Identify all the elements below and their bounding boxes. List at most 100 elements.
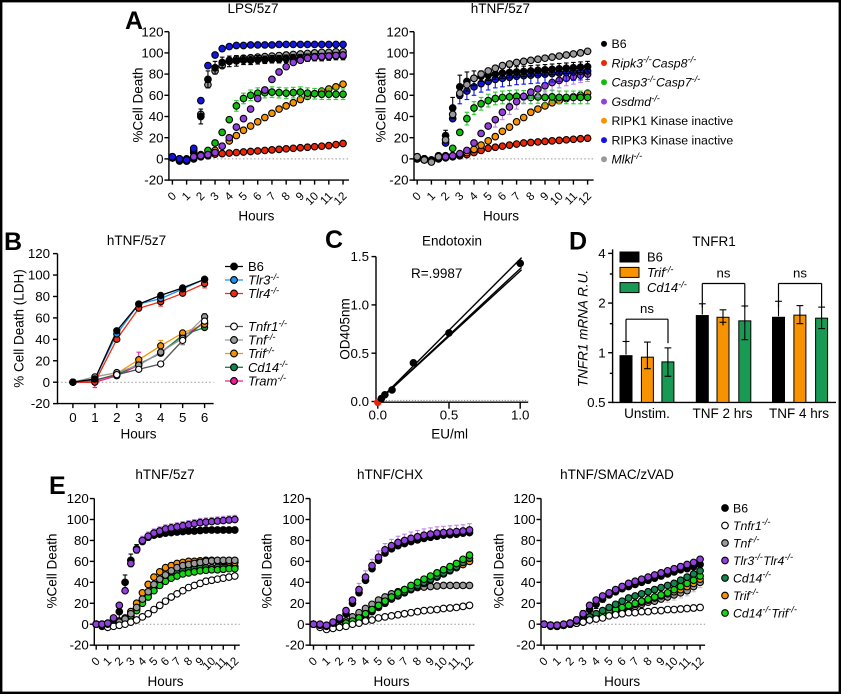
svg-text:40: 40 bbox=[149, 109, 164, 124]
svg-text:Cd14-/-: Cd14-/- bbox=[733, 570, 771, 586]
svg-text:hTNF/CHX: hTNF/CHX bbox=[357, 467, 423, 482]
svg-text:B: B bbox=[4, 228, 22, 256]
svg-text:60: 60 bbox=[290, 554, 305, 569]
svg-text:OD405nm: OD405nm bbox=[338, 298, 353, 360]
svg-text:100: 100 bbox=[513, 512, 535, 527]
svg-text:1.0: 1.0 bbox=[351, 298, 370, 313]
svg-text:80: 80 bbox=[394, 67, 409, 82]
svg-text:-20: -20 bbox=[389, 173, 408, 188]
svg-text:20: 20 bbox=[149, 130, 164, 145]
svg-text:0: 0 bbox=[297, 617, 304, 632]
svg-text:0.5: 0.5 bbox=[440, 408, 459, 423]
svg-text:LPS/5z7: LPS/5z7 bbox=[227, 1, 278, 16]
svg-text:60: 60 bbox=[149, 88, 164, 103]
svg-text:0.5: 0.5 bbox=[587, 395, 606, 410]
svg-text:%Cell Death: %Cell Death bbox=[492, 533, 507, 608]
svg-text:Cd14-/-: Cd14-/- bbox=[647, 280, 687, 296]
svg-text:0.0: 0.0 bbox=[369, 408, 388, 423]
svg-text:Ripk3-/- Casp8-/-: Ripk3-/- Casp8-/- bbox=[612, 55, 697, 71]
svg-text:RIPK3 Kinase inactive: RIPK3 Kinase inactive bbox=[612, 133, 734, 147]
svg-text:4: 4 bbox=[598, 246, 605, 261]
svg-text:120: 120 bbox=[67, 491, 89, 506]
svg-text:2: 2 bbox=[598, 296, 605, 311]
svg-text:20: 20 bbox=[74, 596, 89, 611]
svg-text:20: 20 bbox=[290, 596, 305, 611]
svg-text:1: 1 bbox=[598, 345, 605, 360]
svg-text:Hours: Hours bbox=[120, 427, 156, 442]
svg-text:Unstim.: Unstim. bbox=[624, 406, 670, 421]
svg-text:100: 100 bbox=[28, 268, 50, 283]
svg-text:0: 0 bbox=[69, 410, 76, 425]
svg-text:120: 120 bbox=[28, 246, 50, 261]
svg-text:-20: -20 bbox=[70, 638, 89, 653]
svg-text:%Cell Death: %Cell Death bbox=[131, 67, 146, 142]
svg-text:-20: -20 bbox=[516, 638, 535, 653]
svg-text:5: 5 bbox=[179, 410, 186, 425]
svg-text:3: 3 bbox=[135, 410, 142, 425]
svg-text:B6: B6 bbox=[647, 250, 663, 265]
svg-text:60: 60 bbox=[394, 88, 409, 103]
svg-text:TNF 4 hrs: TNF 4 hrs bbox=[769, 406, 829, 421]
svg-text:0: 0 bbox=[528, 617, 535, 632]
svg-text:E: E bbox=[49, 472, 66, 500]
svg-text:40: 40 bbox=[74, 575, 89, 590]
svg-text:80: 80 bbox=[521, 533, 536, 548]
svg-text:hTNF/5z7: hTNF/5z7 bbox=[107, 233, 166, 248]
svg-text:0.5: 0.5 bbox=[351, 346, 370, 361]
svg-text:Trif-/-: Trif-/- bbox=[647, 264, 673, 280]
svg-text:Tnfr1-/-: Tnfr1-/- bbox=[248, 318, 287, 334]
svg-text:Tram-/-: Tram-/- bbox=[248, 373, 286, 389]
svg-text:%Cell Death: %Cell Death bbox=[260, 533, 275, 608]
svg-text:100: 100 bbox=[67, 512, 89, 527]
svg-text:0: 0 bbox=[81, 617, 88, 632]
svg-text:B6: B6 bbox=[733, 501, 748, 515]
svg-text:Cd14-/- Trif-/-: Cd14-/- Trif-/- bbox=[733, 605, 797, 621]
svg-text:Hours: Hours bbox=[147, 674, 183, 689]
svg-text:0: 0 bbox=[43, 375, 50, 390]
svg-text:Hours: Hours bbox=[483, 209, 519, 224]
svg-text:0: 0 bbox=[156, 152, 163, 167]
svg-text:EU/ml: EU/ml bbox=[431, 426, 468, 441]
svg-text:Tlr4-/-: Tlr4-/- bbox=[248, 285, 279, 301]
svg-text:120: 120 bbox=[513, 491, 535, 506]
svg-text:120: 120 bbox=[141, 24, 163, 39]
svg-text:hTNF/5z7: hTNF/5z7 bbox=[471, 1, 530, 16]
svg-text:60: 60 bbox=[35, 311, 50, 326]
svg-text:1.5: 1.5 bbox=[351, 249, 370, 264]
svg-text:TNFR1 mRNA R.U.: TNFR1 mRNA R.U. bbox=[576, 270, 591, 387]
svg-text:1: 1 bbox=[91, 410, 98, 425]
svg-text:2: 2 bbox=[113, 410, 120, 425]
svg-text:Tlr3-/-: Tlr3-/- bbox=[248, 272, 279, 288]
svg-text:120: 120 bbox=[282, 491, 304, 506]
svg-text:Tlr3-/- Tlr4-/-: Tlr3-/- Tlr4-/- bbox=[733, 552, 793, 568]
svg-text:hTNF/5z7: hTNF/5z7 bbox=[135, 467, 194, 482]
svg-text:80: 80 bbox=[290, 533, 305, 548]
svg-text:C: C bbox=[325, 226, 343, 254]
svg-text:80: 80 bbox=[149, 67, 164, 82]
svg-text:Cd14-/-: Cd14-/- bbox=[248, 359, 288, 375]
svg-text:1.0: 1.0 bbox=[511, 408, 530, 423]
svg-text:Trif-/-: Trif-/- bbox=[248, 345, 274, 361]
svg-text:20: 20 bbox=[394, 130, 409, 145]
svg-text:20: 20 bbox=[35, 353, 50, 368]
svg-text:B6: B6 bbox=[248, 259, 264, 274]
svg-text:120: 120 bbox=[386, 24, 408, 39]
svg-text:D: D bbox=[569, 228, 587, 256]
svg-text:% Cell Death (LDH): % Cell Death (LDH) bbox=[12, 269, 27, 388]
svg-text:-20: -20 bbox=[31, 396, 50, 411]
svg-text:6: 6 bbox=[201, 410, 208, 425]
svg-text:Casp3-/- Casp7-/-: Casp3-/- Casp7-/- bbox=[612, 74, 701, 90]
svg-text:Tnf-/-: Tnf-/- bbox=[248, 332, 275, 348]
svg-text:40: 40 bbox=[521, 575, 536, 590]
svg-text:%Cell Death: %Cell Death bbox=[45, 533, 60, 608]
svg-text:TNF 2 hrs: TNF 2 hrs bbox=[692, 406, 752, 421]
svg-text:Mlkl-/-: Mlkl-/- bbox=[612, 151, 643, 167]
svg-text:40: 40 bbox=[35, 332, 50, 347]
svg-text:60: 60 bbox=[74, 554, 89, 569]
svg-text:40: 40 bbox=[290, 575, 305, 590]
svg-text:B6: B6 bbox=[612, 37, 627, 51]
svg-text:0.0: 0.0 bbox=[351, 394, 370, 409]
svg-text:0: 0 bbox=[401, 152, 408, 167]
svg-text:100: 100 bbox=[386, 46, 408, 61]
svg-text:ns: ns bbox=[717, 266, 731, 281]
